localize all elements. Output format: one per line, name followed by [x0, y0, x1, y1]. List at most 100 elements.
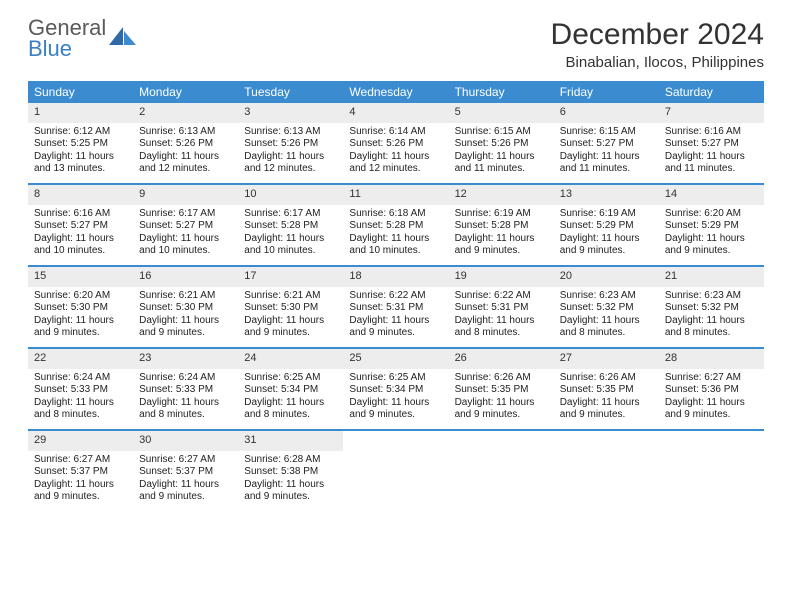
- day-number: 28: [659, 349, 764, 369]
- sunset-text: Sunset: 5:32 PM: [665, 302, 758, 315]
- calendar: SundayMondayTuesdayWednesdayThursdayFrid…: [28, 81, 764, 511]
- day-body: Sunrise: 6:25 AMSunset: 5:34 PMDaylight:…: [343, 372, 448, 422]
- day-number: 7: [659, 103, 764, 123]
- day-body: Sunrise: 6:23 AMSunset: 5:32 PMDaylight:…: [659, 290, 764, 340]
- sunrise-text: Sunrise: 6:26 AM: [560, 372, 653, 385]
- day-number: 30: [133, 431, 238, 451]
- sunset-text: Sunset: 5:28 PM: [349, 220, 442, 233]
- sunset-text: Sunset: 5:35 PM: [455, 384, 548, 397]
- dow-thursday: Thursday: [449, 81, 554, 103]
- calendar-cell: 29 Sunrise: 6:27 AMSunset: 5:37 PMDayligh…: [28, 431, 133, 511]
- calendar-cell: 13Sunrise: 6:19 AMSunset: 5:29 PMDayligh…: [554, 185, 659, 265]
- calendar-cell: 23 Sunrise: 6:24 AMSunset: 5:33 PMDayligh…: [133, 349, 238, 429]
- sunset-text: Sunset: 5:33 PM: [139, 384, 232, 397]
- sunset-text: Sunset: 5:36 PM: [665, 384, 758, 397]
- day-body: Sunrise: 6:19 AMSunset: 5:29 PMDaylight:…: [554, 208, 659, 258]
- dow-tuesday: Tuesday: [238, 81, 343, 103]
- daylight-text: Daylight: 11 hours and 9 minutes.: [139, 315, 232, 340]
- calendar-cell: 24Sunrise: 6:25 AMSunset: 5:34 PMDayligh…: [238, 349, 343, 429]
- sunset-text: Sunset: 5:26 PM: [244, 138, 337, 151]
- week-row: 22Sunrise: 6:24 AMSunset: 5:33 PMDayligh…: [28, 349, 764, 431]
- daylight-text: Daylight: 11 hours and 9 minutes.: [349, 397, 442, 422]
- calendar-cell: [449, 431, 554, 511]
- calendar-cell: 27Sunrise: 6:26 AMSunset: 5:35 PMDayligh…: [554, 349, 659, 429]
- daylight-text: Daylight: 11 hours and 8 minutes.: [560, 315, 653, 340]
- sunset-text: Sunset: 5:30 PM: [244, 302, 337, 315]
- day-number: 23: [133, 349, 238, 369]
- sunrise-text: Sunrise: 6:27 AM: [34, 454, 127, 467]
- day-body: Sunrise: 6:20 AMSunset: 5:30 PMDaylight:…: [28, 290, 133, 340]
- daylight-text: Daylight: 11 hours and 11 minutes.: [455, 151, 548, 176]
- day-body: Sunrise: 6:25 AMSunset: 5:34 PMDaylight:…: [238, 372, 343, 422]
- sunset-text: Sunset: 5:26 PM: [455, 138, 548, 151]
- daylight-text: Daylight: 11 hours and 9 minutes.: [244, 479, 337, 504]
- sunset-text: Sunset: 5:31 PM: [349, 302, 442, 315]
- daylight-text: Daylight: 11 hours and 9 minutes.: [139, 479, 232, 504]
- day-body: Sunrise: 6:24 AMSunset: 5:33 PMDaylight:…: [133, 372, 238, 422]
- day-body: Sunrise: 6:15 AMSunset: 5:27 PMDaylight:…: [554, 126, 659, 176]
- daylight-text: Daylight: 11 hours and 9 minutes.: [349, 315, 442, 340]
- sunrise-text: Sunrise: 6:16 AM: [34, 208, 127, 221]
- daylight-text: Daylight: 11 hours and 9 minutes.: [244, 315, 337, 340]
- sunrise-text: Sunrise: 6:13 AM: [139, 126, 232, 139]
- sunset-text: Sunset: 5:29 PM: [665, 220, 758, 233]
- daylight-text: Daylight: 11 hours and 9 minutes.: [455, 397, 548, 422]
- day-number: 29: [28, 431, 133, 451]
- daylight-text: Daylight: 11 hours and 12 minutes.: [349, 151, 442, 176]
- sunset-text: Sunset: 5:31 PM: [455, 302, 548, 315]
- day-number: 22: [28, 349, 133, 369]
- day-number: 15: [28, 267, 133, 287]
- daylight-text: Daylight: 11 hours and 9 minutes.: [560, 233, 653, 258]
- day-number: 19: [449, 267, 554, 287]
- sunrise-text: Sunrise: 6:26 AM: [455, 372, 548, 385]
- day-body: Sunrise: 6:21 AMSunset: 5:30 PMDaylight:…: [133, 290, 238, 340]
- day-number: 20: [554, 267, 659, 287]
- day-number: 18: [343, 267, 448, 287]
- day-body: Sunrise: 6:16 AMSunset: 5:27 PMDaylight:…: [659, 126, 764, 176]
- calendar-cell: 11Sunrise: 6:18 AMSunset: 5:28 PMDayligh…: [343, 185, 448, 265]
- sunrise-text: Sunrise: 6:18 AM: [349, 208, 442, 221]
- day-body: Sunrise: 6:24 AMSunset: 5:33 PMDaylight:…: [28, 372, 133, 422]
- day-body: Sunrise: 6:27 AMSunset: 5:37 PMDaylight:…: [28, 454, 133, 504]
- daylight-text: Daylight: 11 hours and 8 minutes.: [244, 397, 337, 422]
- sunset-text: Sunset: 5:30 PM: [139, 302, 232, 315]
- logo-sail-icon: [109, 25, 137, 52]
- calendar-cell: 16Sunrise: 6:21 AMSunset: 5:30 PMDayligh…: [133, 267, 238, 347]
- day-number: 6: [554, 103, 659, 123]
- day-number: 9: [133, 185, 238, 205]
- day-body: Sunrise: 6:16 AMSunset: 5:27 PMDaylight:…: [28, 208, 133, 258]
- daylight-text: Daylight: 11 hours and 11 minutes.: [665, 151, 758, 176]
- weeks-container: 1Sunrise: 6:12 AMSunset: 5:25 PMDaylight…: [28, 103, 764, 511]
- calendar-cell: 19Sunrise: 6:22 AMSunset: 5:31 PMDayligh…: [449, 267, 554, 347]
- sunrise-text: Sunrise: 6:21 AM: [244, 290, 337, 303]
- sunrise-text: Sunrise: 6:21 AM: [139, 290, 232, 303]
- calendar-cell: 21Sunrise: 6:23 AMSunset: 5:32 PMDayligh…: [659, 267, 764, 347]
- day-number: 12: [449, 185, 554, 205]
- day-body: Sunrise: 6:18 AMSunset: 5:28 PMDaylight:…: [343, 208, 448, 258]
- sunset-text: Sunset: 5:29 PM: [560, 220, 653, 233]
- dow-friday: Friday: [554, 81, 659, 103]
- day-body: Sunrise: 6:19 AMSunset: 5:28 PMDaylight:…: [449, 208, 554, 258]
- day-body: Sunrise: 6:22 AMSunset: 5:31 PMDaylight:…: [343, 290, 448, 340]
- daylight-text: Daylight: 11 hours and 13 minutes.: [34, 151, 127, 176]
- sunrise-text: Sunrise: 6:23 AM: [560, 290, 653, 303]
- sunrise-text: Sunrise: 6:25 AM: [244, 372, 337, 385]
- sunrise-text: Sunrise: 6:20 AM: [34, 290, 127, 303]
- daylight-text: Daylight: 11 hours and 8 minutes.: [34, 397, 127, 422]
- calendar-cell: 30Sunrise: 6:27 AMSunset: 5:37 PMDayligh…: [133, 431, 238, 511]
- calendar-cell: 31Sunrise: 6:28 AMSunset: 5:38 PMDayligh…: [238, 431, 343, 511]
- sunrise-text: Sunrise: 6:23 AM: [665, 290, 758, 303]
- logo: General Blue: [28, 18, 137, 60]
- day-number: 17: [238, 267, 343, 287]
- sunrise-text: Sunrise: 6:27 AM: [665, 372, 758, 385]
- day-body: Sunrise: 6:21 AMSunset: 5:30 PMDaylight:…: [238, 290, 343, 340]
- sunset-text: Sunset: 5:28 PM: [244, 220, 337, 233]
- logo-text: General Blue: [28, 18, 106, 60]
- day-body: Sunrise: 6:20 AMSunset: 5:29 PMDaylight:…: [659, 208, 764, 258]
- sunrise-text: Sunrise: 6:24 AM: [34, 372, 127, 385]
- sunrise-text: Sunrise: 6:19 AM: [560, 208, 653, 221]
- week-row: 1Sunrise: 6:12 AMSunset: 5:25 PMDaylight…: [28, 103, 764, 185]
- daylight-text: Daylight: 11 hours and 12 minutes.: [244, 151, 337, 176]
- daylight-text: Daylight: 11 hours and 10 minutes.: [244, 233, 337, 258]
- daylight-text: Daylight: 11 hours and 11 minutes.: [560, 151, 653, 176]
